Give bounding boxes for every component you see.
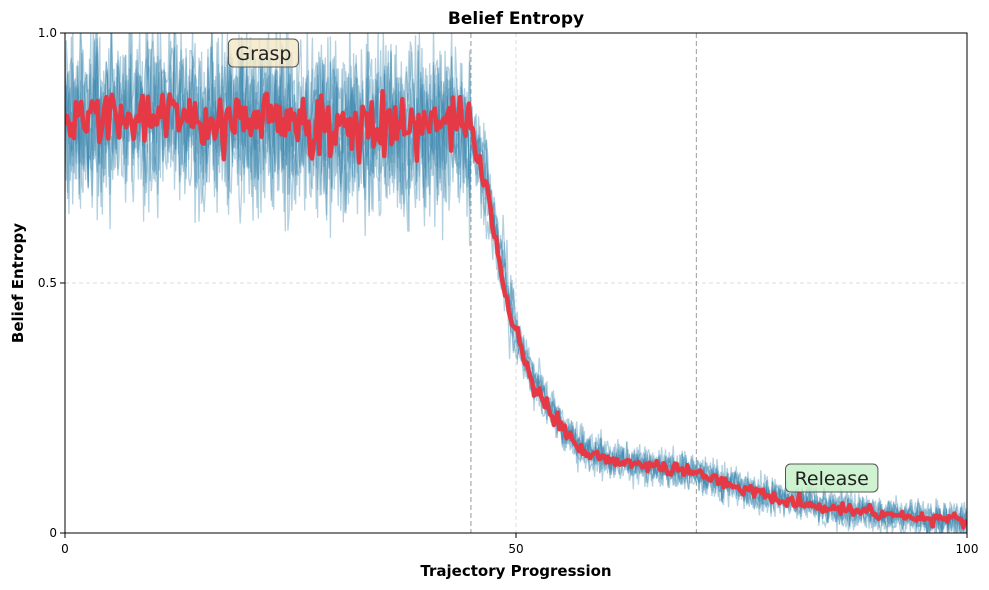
y-tick-label: 0 bbox=[49, 526, 57, 540]
x-axis-label: Trajectory Progression bbox=[420, 562, 611, 580]
axis-ticks: 0 50 100 0 0.5 1.0 bbox=[38, 26, 979, 556]
y-tick-label: 1.0 bbox=[38, 26, 57, 40]
y-tick-label: 0.5 bbox=[38, 276, 57, 290]
trajectory-line bbox=[65, 33, 967, 533]
grid bbox=[65, 33, 967, 533]
annotation-label: Release bbox=[795, 468, 869, 490]
chart-title: Belief Entropy bbox=[448, 9, 584, 29]
annotation-box bbox=[227, 38, 299, 68]
mean-line bbox=[65, 89, 967, 530]
x-tick-label: 100 bbox=[956, 542, 979, 556]
x-tick-label: 50 bbox=[508, 542, 523, 556]
trajectory-line bbox=[65, 33, 967, 533]
annotations: Grasp Release bbox=[227, 38, 879, 493]
y-axis-label: Belief Entropy bbox=[9, 223, 27, 343]
x-tick-label: 0 bbox=[61, 542, 69, 556]
mean-line-group bbox=[65, 89, 967, 530]
annotation-box bbox=[785, 463, 879, 493]
annotation-label: Grasp bbox=[235, 43, 291, 65]
